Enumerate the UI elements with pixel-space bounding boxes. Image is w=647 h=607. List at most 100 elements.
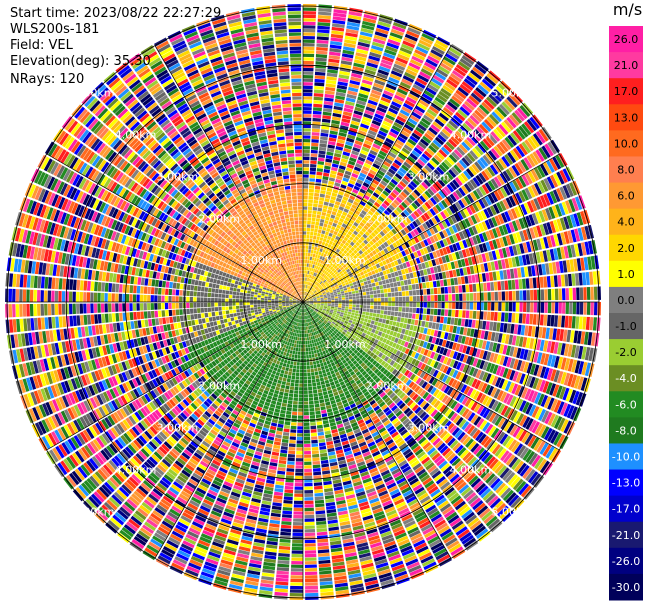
range-gate [433,361,439,369]
range-gate [481,340,487,350]
range-gate [384,48,397,56]
range-gate [536,458,547,472]
range-gate [431,322,436,330]
range-gate [312,268,316,273]
range-gate [402,274,407,280]
range-gate [489,164,499,175]
range-gate [404,99,416,108]
range-gate [394,253,400,260]
range-gate [457,318,462,326]
range-gate [328,248,333,253]
range-gate [368,240,375,246]
range-gate [419,120,429,129]
range-gate [324,97,334,102]
range-gate [303,411,309,416]
range-gate [351,290,356,294]
range-gate [365,175,373,182]
range-gate [334,260,339,265]
range-gate [311,379,316,383]
range-gate [508,93,521,106]
range-gate [314,228,318,233]
range-gate [349,302,353,305]
range-gate [337,209,343,215]
range-gate [489,205,497,216]
range-gate [426,268,432,275]
range-gate [331,304,335,307]
range-gate [485,341,491,351]
range-gate [392,235,398,242]
range-gate [493,128,504,140]
range-gate [334,302,339,304]
range-gate [525,375,533,387]
range-gate [473,302,477,310]
range-gate [338,297,342,300]
range-gate [470,69,483,80]
range-gate [469,366,476,376]
range-gate [342,151,351,157]
range-gate [391,297,395,302]
range-gate [507,280,512,290]
range-gate [515,428,525,440]
range-gate [438,149,448,158]
range-gate [309,171,316,175]
range-gate [308,354,312,359]
range-gate [388,278,393,283]
range-gate [413,228,420,236]
range-gate [318,566,332,572]
range-gate [318,146,327,151]
range-gate [435,273,440,280]
range-gate [323,279,327,283]
range-gate [329,317,334,321]
range-gate [544,289,548,301]
range-gate [487,292,491,301]
range-gate [505,345,512,356]
range-gate [316,288,320,292]
range-gate [506,394,514,406]
range-gate [368,153,376,160]
range-gate [351,204,358,210]
range-gate [316,531,328,536]
range-gate [318,7,332,13]
range-gate [443,316,448,324]
range-gate [303,103,312,107]
range-gate [524,388,532,400]
range-gate [499,186,508,198]
range-gate [390,261,396,267]
range-gate [418,333,423,340]
range-gate [303,348,306,352]
range-gate [375,285,380,290]
range-gate [570,229,577,243]
range-gate [573,330,579,344]
range-gate [492,228,499,239]
range-gate [335,95,345,101]
range-gate [440,331,446,339]
range-gate [367,129,377,136]
range-gate [311,287,314,291]
range-gate [397,312,402,317]
range-gate [317,229,322,234]
range-gate [360,82,372,89]
range-gate [380,180,388,187]
range-gate [496,322,501,332]
range-gate [341,306,346,309]
range-gate [312,306,316,309]
range-gate [377,276,382,282]
range-gate [311,257,315,261]
range-gate [370,298,374,302]
range-gate [374,268,379,274]
range-gate [303,383,308,387]
range-gate [349,283,354,287]
range-gate [499,270,504,280]
range-gate [490,387,498,398]
range-gate [527,389,535,402]
range-gate [400,130,410,138]
range-gate [370,146,380,153]
range-gate [446,278,451,286]
range-gate [352,296,356,300]
range-gate [319,248,323,253]
range-gate [313,299,317,301]
range-gate [555,204,563,217]
range-gate [310,282,313,287]
range-gate [340,214,346,220]
range-gate [303,266,305,271]
